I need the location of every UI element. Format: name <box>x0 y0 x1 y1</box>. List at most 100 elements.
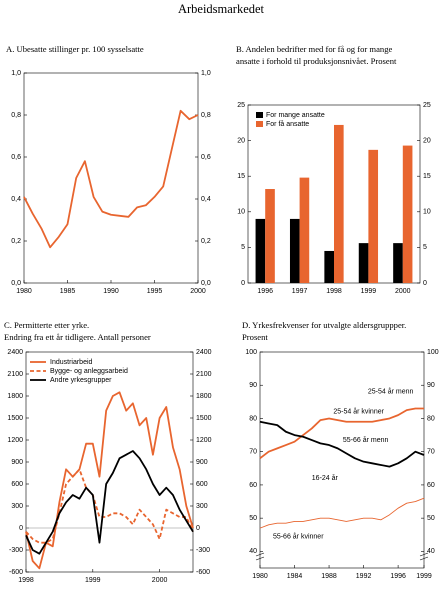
x-tick-label: 1999 <box>416 573 432 580</box>
y2-tick-label: 2400 <box>196 349 212 356</box>
y2-tick-label: 50 <box>427 515 435 522</box>
chart-title: C. Permitterte etter yrke. <box>4 320 89 330</box>
bar <box>393 243 403 283</box>
y2-tick-label: 0 <box>196 525 200 532</box>
chart-title: Endring fra ett år tidligere. Antall per… <box>4 332 151 342</box>
bar <box>255 218 266 283</box>
y2-tick-label: 100 <box>427 349 439 356</box>
bar <box>299 177 310 283</box>
y2-tick-label: 2100 <box>196 371 212 378</box>
x-tick-label: 1980 <box>252 573 268 580</box>
bar <box>334 124 344 283</box>
y-tick-label: 10 <box>237 209 245 216</box>
y2-tick-label: 15 <box>423 173 431 180</box>
x-tick-label: 1999 <box>361 288 377 295</box>
line-series <box>259 420 425 468</box>
y-tick-label: 60 <box>249 482 257 489</box>
x-tick-label: 1980 <box>16 288 32 295</box>
y2-tick-label: 1,0 <box>201 70 211 77</box>
y-tick-label: 2400 <box>7 349 23 356</box>
y-tick-label: 20 <box>237 137 245 144</box>
axis-break <box>255 552 265 561</box>
legend-label: Industriarbeid <box>50 359 93 366</box>
y-tick-label: 90 <box>249 382 257 389</box>
y2-tick-label: 0,8 <box>201 112 211 119</box>
x-tick-label: 2000 <box>190 288 206 295</box>
y2-tick-label: 0,2 <box>201 238 211 245</box>
chart-title: A. Ubesatte stillinger pr. 100 sysselsat… <box>6 44 144 54</box>
line-series <box>259 497 425 529</box>
bar <box>402 145 413 283</box>
y2-tick-label: 900 <box>196 459 208 466</box>
x-tick-label: 1996 <box>257 288 273 295</box>
x-tick-label: 1984 <box>287 573 303 580</box>
chart-title: D. Yrkesfrekvenser for utvalgte aldersgr… <box>242 320 406 330</box>
x-tick-label: 1999 <box>85 577 101 584</box>
legend-label: For mange ansatte <box>266 112 325 119</box>
y2-tick-label: 300 <box>196 503 208 510</box>
bar <box>324 250 334 283</box>
y-tick-label: 900 <box>11 459 23 466</box>
bar <box>289 218 300 283</box>
y-tick-label: 1200 <box>7 437 23 444</box>
bar <box>265 189 275 283</box>
y2-tick-label: 20 <box>423 137 431 144</box>
series-label: 25-54 år kvinner <box>333 408 384 416</box>
annotation: 16-24 år <box>312 474 339 482</box>
x-tick-label: 1988 <box>321 573 337 580</box>
line-series <box>25 450 194 555</box>
y-tick-label: 0,6 <box>11 154 21 161</box>
series-label: 55-66 år kvinner <box>273 532 324 540</box>
y2-tick-label: -600 <box>196 569 210 576</box>
x-tick-label: 1990 <box>103 288 119 295</box>
y2-tick-label: 25 <box>423 102 431 109</box>
y2-tick-label: 0,0 <box>201 280 211 287</box>
chart-title: ansatte i forhold til produksjonsnivået.… <box>236 56 397 66</box>
y2-tick-label: 60 <box>427 482 435 489</box>
line-series <box>23 109 199 249</box>
bar <box>368 149 379 283</box>
y-tick-label: 50 <box>249 515 257 522</box>
y-tick-label: 25 <box>237 102 245 109</box>
annotation: 25-54 år menn <box>368 388 414 396</box>
y-tick-label: 2100 <box>7 371 23 378</box>
line-series <box>25 468 194 544</box>
x-tick-label: 2000 <box>152 577 168 584</box>
y2-tick-label: 40 <box>427 548 435 555</box>
y-tick-label: -300 <box>9 547 23 554</box>
x-tick-label: 1998 <box>18 577 34 584</box>
x-tick-label: 1997 <box>292 288 308 295</box>
y2-tick-label: 0,4 <box>201 196 211 203</box>
y2-tick-label: -300 <box>196 547 210 554</box>
x-tick-label: 2000 <box>395 288 411 295</box>
bar <box>358 243 369 283</box>
y-tick-label: 1800 <box>7 393 23 400</box>
plot-frame <box>25 351 194 573</box>
plot-frame <box>23 72 199 284</box>
x-tick-label: 1985 <box>60 288 76 295</box>
y-tick-label: 0 <box>19 525 23 532</box>
legend-label: Bygge- og anleggsarbeid <box>50 368 128 375</box>
y-tick-label: 1500 <box>7 415 23 422</box>
y2-tick-label: 0 <box>423 280 427 287</box>
y2-tick-label: 1800 <box>196 393 212 400</box>
x-tick-label: 1998 <box>326 288 342 295</box>
x-tick-label: 1992 <box>356 573 372 580</box>
y2-tick-label: 600 <box>196 481 208 488</box>
y-tick-label: -600 <box>9 569 23 576</box>
series-label: 55-66 år menn <box>343 436 389 444</box>
y2-tick-label: 10 <box>423 209 431 216</box>
y-tick-label: 5 <box>241 244 245 251</box>
y2-tick-label: 90 <box>427 382 435 389</box>
y-tick-label: 0,2 <box>11 238 21 245</box>
x-tick-label: 1996 <box>390 573 406 580</box>
y-tick-label: 0,4 <box>11 196 21 203</box>
legend-label: Andre yrkesgrupper <box>50 377 112 384</box>
plot-frame <box>259 351 425 569</box>
legend-swatch <box>256 121 263 127</box>
y-tick-label: 0 <box>241 280 245 287</box>
x-tick-label: 1995 <box>147 288 163 295</box>
y-tick-label: 600 <box>11 481 23 488</box>
y2-tick-label: 0,6 <box>201 154 211 161</box>
